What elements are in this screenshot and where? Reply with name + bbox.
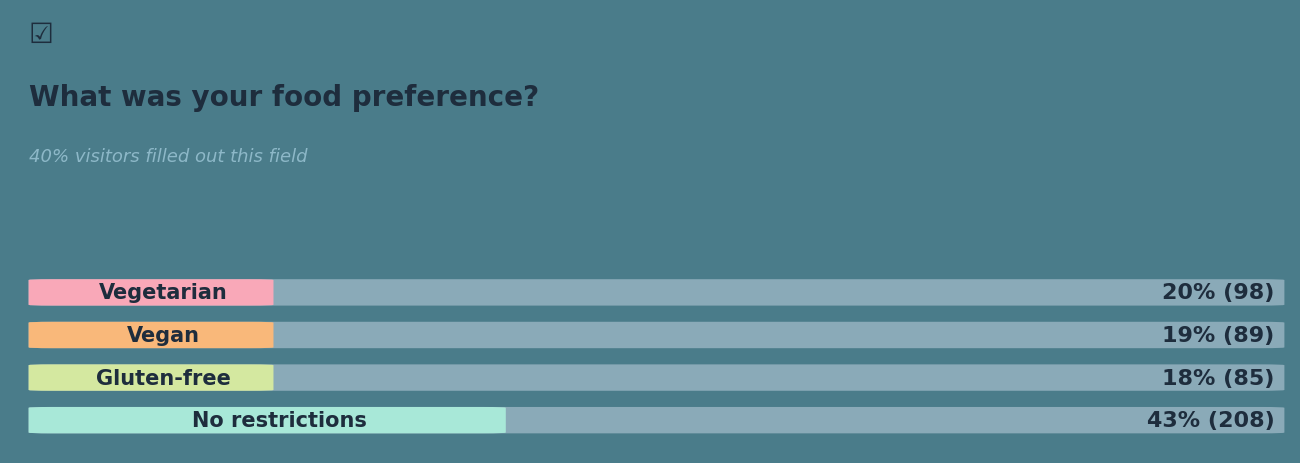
Text: ☑: ☑ (29, 21, 53, 49)
FancyBboxPatch shape (29, 280, 1284, 306)
FancyBboxPatch shape (29, 322, 1284, 349)
Text: 18% (85): 18% (85) (1162, 368, 1274, 388)
FancyBboxPatch shape (29, 407, 506, 433)
Text: 43% (208): 43% (208) (1147, 410, 1274, 430)
Text: Gluten-free: Gluten-free (96, 368, 231, 388)
FancyBboxPatch shape (29, 280, 273, 306)
Text: 19% (89): 19% (89) (1162, 325, 1274, 345)
Text: 40% visitors filled out this field: 40% visitors filled out this field (29, 148, 307, 166)
Text: What was your food preference?: What was your food preference? (29, 83, 538, 111)
Text: 20% (98): 20% (98) (1162, 283, 1274, 303)
Text: Vegetarian: Vegetarian (99, 283, 228, 303)
FancyBboxPatch shape (29, 322, 273, 349)
Text: No restrictions: No restrictions (192, 410, 367, 430)
FancyBboxPatch shape (29, 364, 273, 391)
FancyBboxPatch shape (29, 364, 1284, 391)
Text: Vegan: Vegan (127, 325, 200, 345)
FancyBboxPatch shape (29, 407, 1284, 433)
